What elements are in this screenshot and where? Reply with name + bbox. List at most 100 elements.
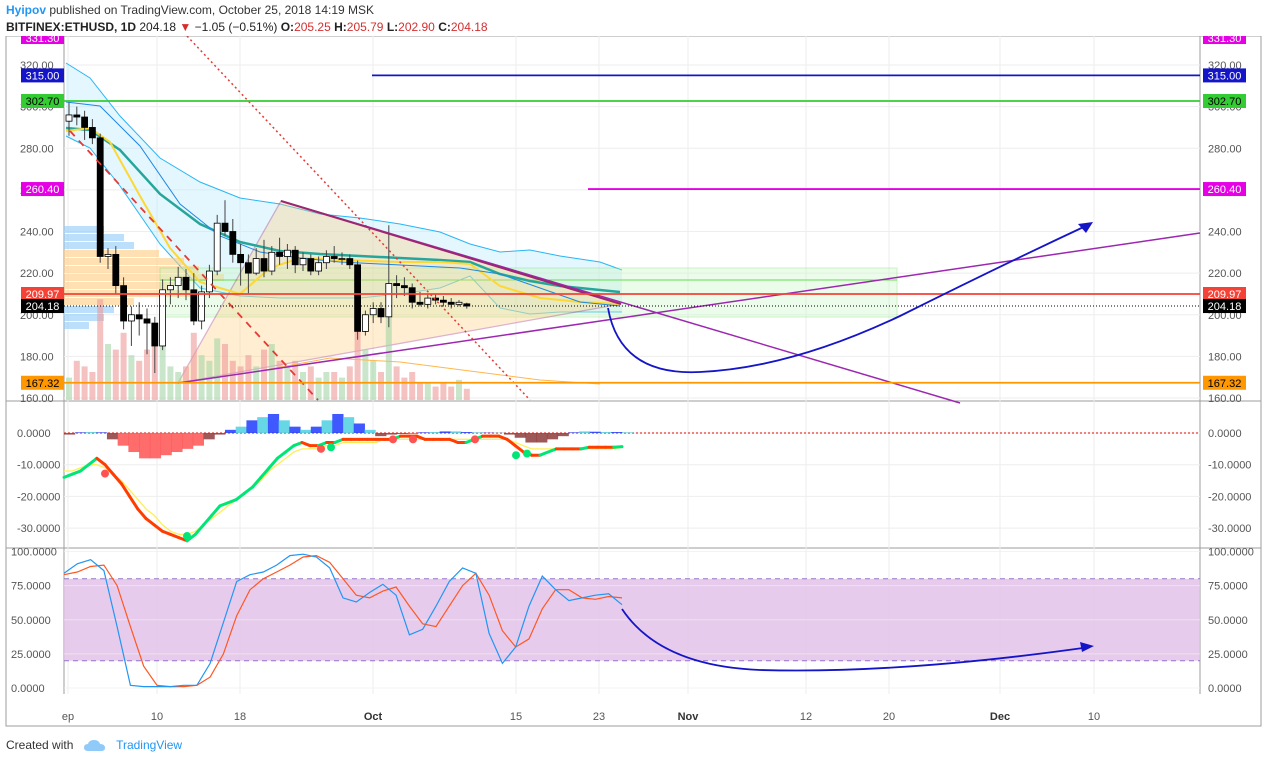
candle-body — [385, 283, 393, 318]
candle-body — [291, 249, 299, 266]
volume-bar — [463, 388, 470, 400]
price-level-label: 315.00 — [1208, 70, 1242, 82]
momentum-histogram-bar — [128, 433, 140, 453]
price-level-label: 204.18 — [26, 301, 60, 313]
candle-body — [416, 301, 424, 305]
y-tick-label-left: 0.0000 — [11, 683, 45, 695]
tradingview-link[interactable]: TradingView — [116, 738, 183, 752]
volume-profile-bar — [64, 322, 89, 329]
price-level-label: 315.00 — [26, 70, 60, 82]
open-label: O: — [280, 20, 295, 34]
price-level-label-bg — [21, 375, 64, 390]
candle-body — [159, 289, 167, 347]
last-price: 204.18 — [139, 20, 177, 34]
momentum-histogram-bar — [461, 432, 473, 433]
candle-body — [104, 253, 112, 257]
oscillator-line-segment — [87, 456, 99, 467]
candle-body — [143, 318, 151, 324]
candle-body — [166, 285, 174, 291]
price-level-label-bg — [21, 94, 64, 109]
created-with-text: Created with — [6, 738, 74, 752]
momentum-histogram-bar — [514, 433, 526, 438]
change-value: −1.05 (−0.51%) — [194, 20, 278, 34]
price-level-label-bg — [1203, 94, 1246, 109]
cross-signal-dot — [327, 443, 335, 452]
oscillator-line-segment — [103, 463, 115, 476]
momentum-histogram-bar — [192, 433, 204, 446]
y-tick-label-left: 220.00 — [20, 268, 54, 280]
momentum-histogram-bar — [246, 420, 258, 433]
momentum-histogram-bar — [160, 433, 172, 456]
volume-bar — [323, 372, 330, 400]
volume-bar — [448, 386, 455, 400]
momentum-histogram-bar — [503, 433, 516, 435]
y-tick-label-right: 0.0000 — [1208, 683, 1242, 695]
candle-body — [229, 231, 237, 255]
volume-bar — [128, 355, 135, 400]
volume-bar — [73, 360, 80, 400]
candle-body — [89, 127, 96, 139]
close-label: C: — [438, 20, 451, 34]
author-link[interactable]: Hyipov — [6, 3, 47, 17]
y-tick-label-right: 100.0000 — [1208, 547, 1254, 559]
volume-bar — [268, 344, 275, 400]
momentum-histogram-bar — [310, 426, 323, 433]
volume-bar — [385, 288, 392, 400]
y-tick-label-left: 240.00 — [20, 227, 54, 239]
stochastic-k-line — [63, 553, 623, 688]
momentum-histogram-bar — [525, 433, 537, 443]
forecast-arrow — [607, 223, 1091, 374]
chart-canvas[interactable]: ep 10 18 Oct 15 23 Nov 12 20 Dec 10 160.00 160.00 180… — [0, 36, 1267, 736]
stochastic-forecast-arrowhead — [1080, 642, 1094, 652]
momentum-histogram-bar — [600, 432, 612, 433]
volume-bar — [424, 383, 431, 400]
y-tick-label-left: 100.0000 — [11, 547, 57, 559]
moving-average-blue — [65, 101, 621, 307]
support-trendline — [177, 232, 1201, 384]
momentum-histogram-bar — [557, 433, 569, 437]
candle-body — [307, 258, 315, 272]
momentum-histogram-bar — [611, 432, 623, 433]
x-tick-label: 15 — [510, 711, 522, 723]
oscillator-line-segment — [275, 450, 288, 460]
price-level-label: 331.30 — [26, 36, 60, 45]
y-tick-label-left: 160.00 — [20, 393, 54, 405]
y-tick-label-right: -10.0000 — [1208, 460, 1251, 472]
candle-body — [252, 258, 260, 274]
candle-body — [96, 137, 104, 257]
volume-bar — [159, 321, 166, 400]
y-tick-label-left: -20.0000 — [17, 491, 60, 503]
volume-bar — [354, 310, 361, 400]
y-tick-label-right: 220.00 — [1208, 268, 1242, 280]
volume-bar — [432, 386, 439, 400]
x-tick-label: ep — [62, 711, 74, 723]
volume-bar — [401, 377, 408, 400]
volume-profile-bar — [64, 250, 159, 257]
x-tick-label: 20 — [883, 711, 895, 723]
momentum-histogram-bar — [579, 431, 591, 433]
volume-bar — [175, 372, 182, 400]
candle-body — [135, 314, 143, 320]
cross-signal-dot — [183, 532, 191, 541]
volume-bar — [315, 377, 322, 400]
volume-bar — [120, 332, 127, 400]
volume-bar — [222, 344, 228, 400]
momentum-histogram-bar — [64, 433, 76, 435]
oscillator-line-segment — [259, 466, 271, 479]
cross-signal-dot — [317, 444, 325, 453]
candle-body — [244, 262, 252, 274]
y-tick-label-left: 0.0000 — [17, 428, 51, 440]
candle-body — [120, 285, 127, 322]
triangle-top-edge — [280, 200, 622, 305]
volume-bar — [245, 355, 252, 400]
price-level-label: 331.30 — [1208, 36, 1242, 45]
oscillator-line-segment — [267, 456, 279, 470]
x-tick-label: 23 — [593, 711, 605, 723]
price-level-label-bg — [1203, 299, 1246, 314]
candle-body — [322, 256, 330, 264]
volume-bar — [66, 377, 72, 400]
oscillator-line-segment — [193, 523, 205, 536]
symbol-label: BITFINEX:ETHUSD, 1D — [6, 20, 137, 34]
published-text: published on TradingView.com, October 25… — [49, 3, 375, 17]
moving-average-orange — [269, 357, 601, 385]
